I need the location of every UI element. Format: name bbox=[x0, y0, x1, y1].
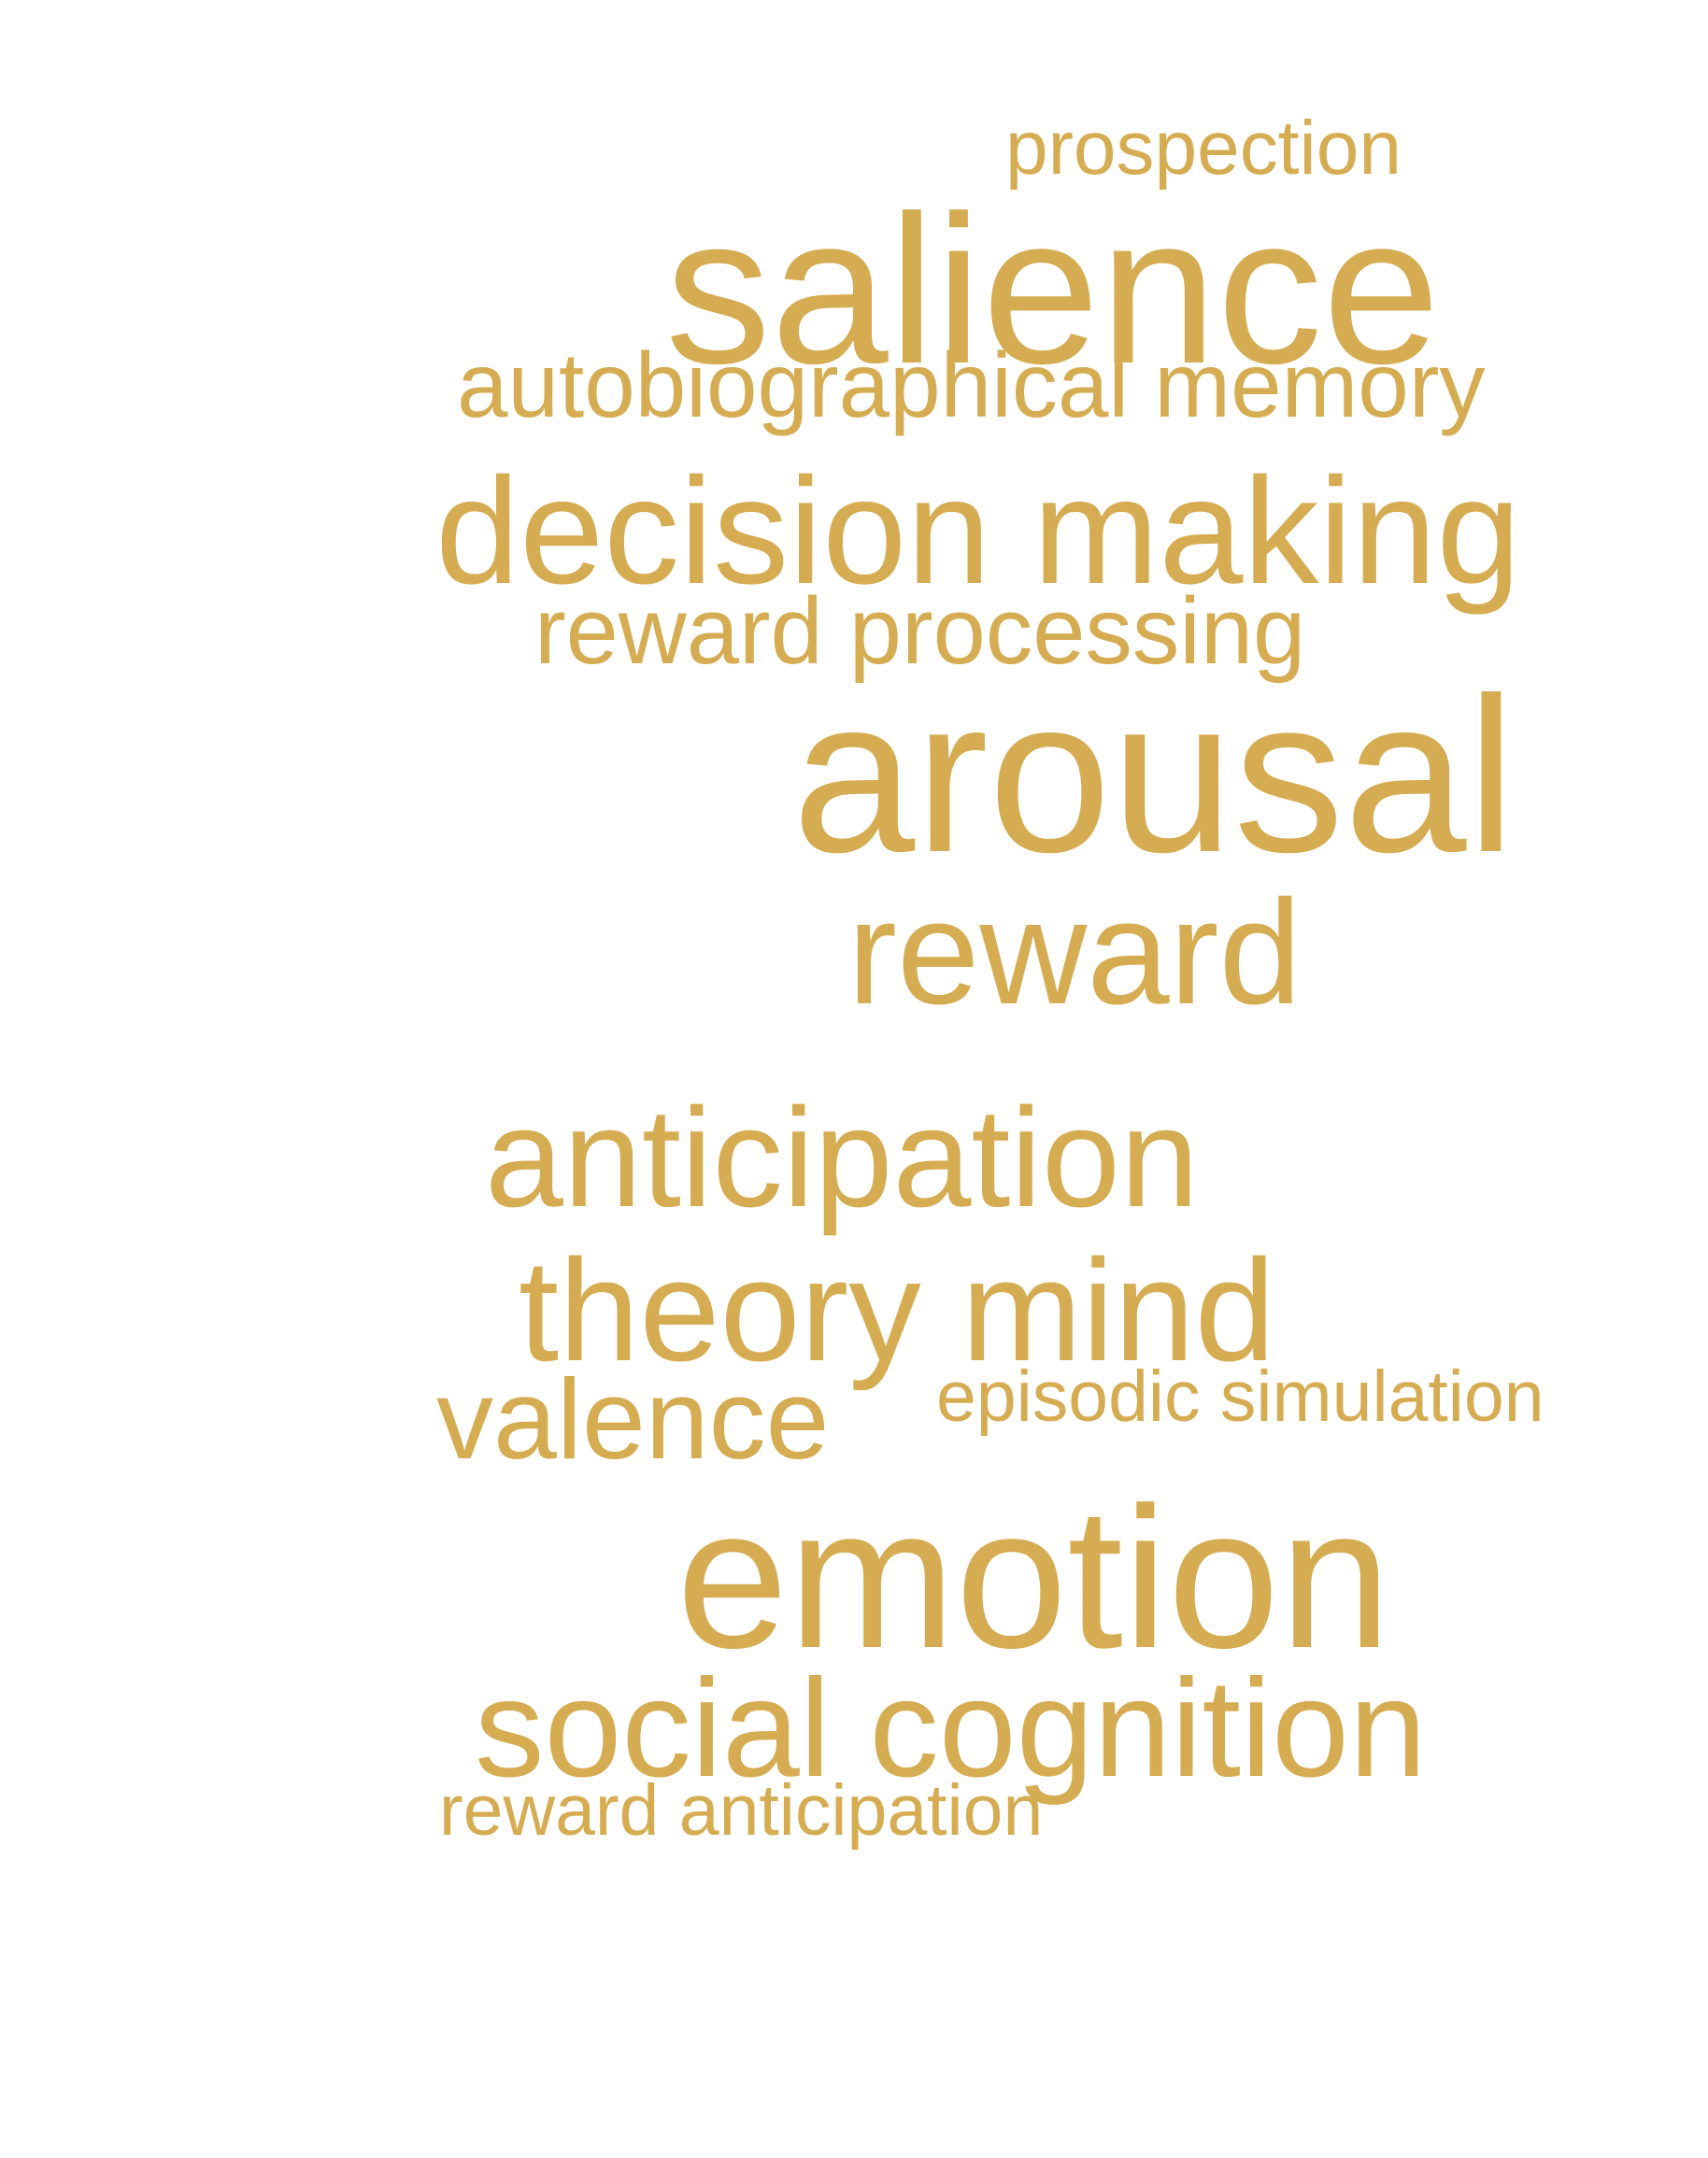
word-social-cognition: social cognition bbox=[475, 1650, 1427, 1806]
word-prospection: prospection bbox=[1005, 106, 1402, 191]
word-episodic-simulation: episodic simulation bbox=[936, 1356, 1544, 1437]
word-salience: salience bbox=[665, 171, 1441, 407]
word-reward-anticipation: reward anticipation bbox=[439, 1770, 1044, 1851]
word-arousal: arousal bbox=[792, 652, 1516, 899]
word-anticipation: anticipation bbox=[485, 1078, 1199, 1236]
word-valence: valence bbox=[436, 1356, 830, 1483]
word-decision-making: decision making bbox=[435, 447, 1521, 616]
word-reward: reward bbox=[847, 869, 1302, 1035]
word-emotion: emotion bbox=[676, 1465, 1391, 1690]
word-autobiographical-memory: autobiographical memory bbox=[457, 334, 1486, 436]
word-reward-processing: reward processing bbox=[534, 579, 1306, 684]
word-theory-mind: theory mind bbox=[519, 1229, 1275, 1391]
